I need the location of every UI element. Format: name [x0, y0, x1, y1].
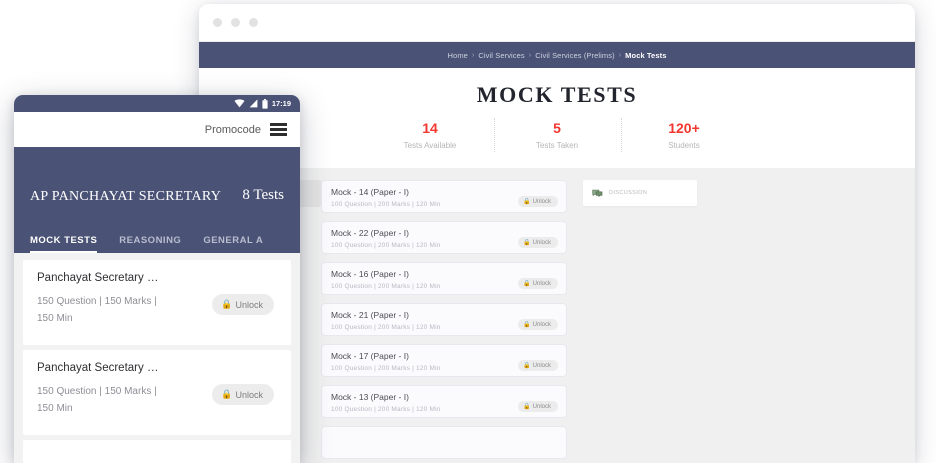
tab-mock-tests[interactable]: MOCK TESTS [30, 235, 98, 253]
test-meta: 100 Question | 200 Marks | 120 Min [331, 406, 441, 413]
discussion-icon [592, 189, 603, 197]
table-row-partial[interactable] [321, 426, 567, 459]
list-item[interactable]: Panchayat Secretary … 150 Question | 150… [23, 260, 291, 345]
stat-students: 120+ Students [620, 118, 748, 152]
test-name: Mock - 17 (Paper - I) [331, 351, 409, 361]
unlock-button[interactable]: 🔒 Unlock [518, 319, 558, 330]
test-name: Panchayat Secretary … [37, 272, 159, 284]
unlock-button[interactable]: 🔒 Unlock [212, 294, 274, 315]
tests-count-badge: 8 Tests [242, 187, 284, 203]
hamburger-menu-icon[interactable] [270, 123, 287, 136]
test-list: Mock - 14 (Paper - I) 100 Question | 200… [321, 180, 567, 463]
tab-general-awareness[interactable]: GENERAL A [203, 235, 264, 246]
list-item-partial[interactable] [23, 440, 291, 463]
stat-value: 120+ [668, 120, 700, 136]
wifi-icon [234, 99, 245, 108]
test-name: Mock - 21 (Paper - I) [331, 310, 409, 320]
test-meta: 100 Question | 200 Marks | 120 Min [331, 201, 441, 208]
unlock-label: Unlock [532, 198, 551, 205]
test-name: Mock - 16 (Paper - I) [331, 269, 409, 279]
main-content: Mock Tests (Paper I) Mock Tests (Paper..… [199, 168, 915, 463]
mobile-top-bar: Promocode [14, 112, 300, 147]
breadcrumb-item-civil-services-prelims[interactable]: Civil Services (Prelims) [535, 50, 615, 60]
page-header: MOCK TESTS 14 Tests Available 5 Tests Ta… [199, 68, 915, 168]
signal-icon [249, 99, 258, 108]
list-item[interactable]: Panchayat Secretary … 150 Question | 150… [23, 350, 291, 435]
table-row[interactable]: Mock - 21 (Paper - I) 100 Question | 200… [321, 303, 567, 336]
stat-value: 5 [553, 120, 561, 136]
discussion-panel[interactable]: DISCUSSION [583, 180, 697, 206]
lock-icon: 🔒 [523, 404, 531, 410]
unlock-label: Unlock [235, 299, 263, 310]
window-dot-close-icon[interactable] [213, 18, 222, 27]
discussion-column: DISCUSSION [567, 180, 697, 463]
mobile-hero-banner: AP PANCHAYAT SECRETARY 8 Tests [14, 147, 300, 221]
mobile-phone-mockup: 17:19 Promocode AP PANCHAYAT SECRETARY 8… [14, 95, 300, 463]
window-dot-maximize-icon[interactable] [249, 18, 258, 27]
table-row[interactable]: Mock - 14 (Paper - I) 100 Question | 200… [321, 180, 567, 213]
unlock-button[interactable]: 🔒 Unlock [518, 196, 558, 207]
mobile-test-list: Panchayat Secretary … 150 Question | 150… [14, 253, 300, 463]
stat-tests-taken: 5 Tests Taken [493, 118, 621, 152]
battery-icon [262, 98, 268, 109]
test-meta: 100 Question | 200 Marks | 120 Min [331, 324, 441, 331]
table-row[interactable]: Mock - 13 (Paper - I) 100 Question | 200… [321, 385, 567, 418]
lock-icon: 🔒 [523, 322, 531, 328]
lock-icon: 🔒 [221, 299, 233, 309]
lock-icon: 🔒 [523, 240, 531, 246]
stat-label: Tests Taken [535, 141, 579, 150]
breadcrumb-separator-icon: › [471, 51, 475, 59]
table-row[interactable]: Mock - 16 (Paper - I) 100 Question | 200… [321, 262, 567, 295]
breadcrumb-separator-icon: › [528, 51, 532, 59]
unlock-button[interactable]: 🔒 Unlock [518, 237, 558, 248]
test-name: Mock - 22 (Paper - I) [331, 228, 409, 238]
page-title: MOCK TESTS [476, 82, 638, 107]
browser-title-bar [199, 4, 915, 42]
tab-reasoning[interactable]: REASONING [119, 235, 182, 246]
breadcrumb: Home › Civil Services › Civil Services (… [199, 42, 915, 68]
unlock-button[interactable]: 🔒 Unlock [212, 384, 274, 405]
mobile-status-bar: 17:19 [14, 95, 300, 112]
stat-label: Students [668, 141, 700, 150]
table-row[interactable]: Mock - 17 (Paper - I) 100 Question | 200… [321, 344, 567, 377]
promocode-label[interactable]: Promocode [204, 123, 261, 136]
breadcrumb-item-mock-tests: Mock Tests [625, 50, 667, 60]
unlock-label: Unlock [532, 321, 551, 328]
unlock-button[interactable]: 🔒 Unlock [518, 360, 558, 371]
test-meta: 150 Question | 150 Marks | 150 Min [37, 296, 157, 324]
unlock-label: Unlock [532, 239, 551, 246]
unlock-button[interactable]: 🔒 Unlock [518, 278, 558, 289]
test-meta: 100 Question | 200 Marks | 120 Min [331, 242, 441, 249]
stats-row: 14 Tests Available 5 Tests Taken 120+ St… [199, 118, 915, 168]
breadcrumb-item-home[interactable]: Home [447, 50, 468, 60]
lock-icon: 🔒 [523, 281, 531, 287]
discussion-label: DISCUSSION [609, 190, 648, 196]
stat-tests-available: 14 Tests Available [367, 120, 494, 150]
unlock-label: Unlock [532, 362, 551, 369]
test-meta: 100 Question | 200 Marks | 120 Min [331, 365, 441, 372]
test-meta: 100 Question | 200 Marks | 120 Min [331, 283, 441, 290]
stat-value: 14 [422, 120, 438, 136]
lock-icon: 🔒 [523, 363, 531, 369]
unlock-label: Unlock [235, 389, 263, 400]
breadcrumb-item-civil-services[interactable]: Civil Services [478, 50, 525, 60]
stat-label: Tests Available [403, 141, 457, 150]
desktop-browser-window: Home › Civil Services › Civil Services (… [199, 4, 915, 463]
table-row[interactable]: Mock - 22 (Paper - I) 100 Question | 200… [321, 221, 567, 254]
test-name: Panchayat Secretary … [37, 362, 159, 374]
course-title: AP PANCHAYAT SECRETARY [30, 189, 222, 204]
unlock-button[interactable]: 🔒 Unlock [518, 401, 558, 412]
lock-icon: 🔒 [221, 389, 233, 399]
status-bar-time: 17:19 [271, 99, 291, 108]
unlock-label: Unlock [532, 403, 551, 410]
mobile-tab-bar: MOCK TESTS REASONING GENERAL A [14, 221, 300, 253]
unlock-label: Unlock [532, 280, 551, 287]
test-name: Mock - 14 (Paper - I) [331, 187, 409, 197]
lock-icon: 🔒 [523, 199, 531, 205]
breadcrumb-separator-icon: › [618, 51, 622, 59]
window-dot-minimize-icon[interactable] [231, 18, 240, 27]
test-name: Mock - 13 (Paper - I) [331, 392, 409, 402]
test-meta: 150 Question | 150 Marks | 150 Min [37, 386, 157, 414]
